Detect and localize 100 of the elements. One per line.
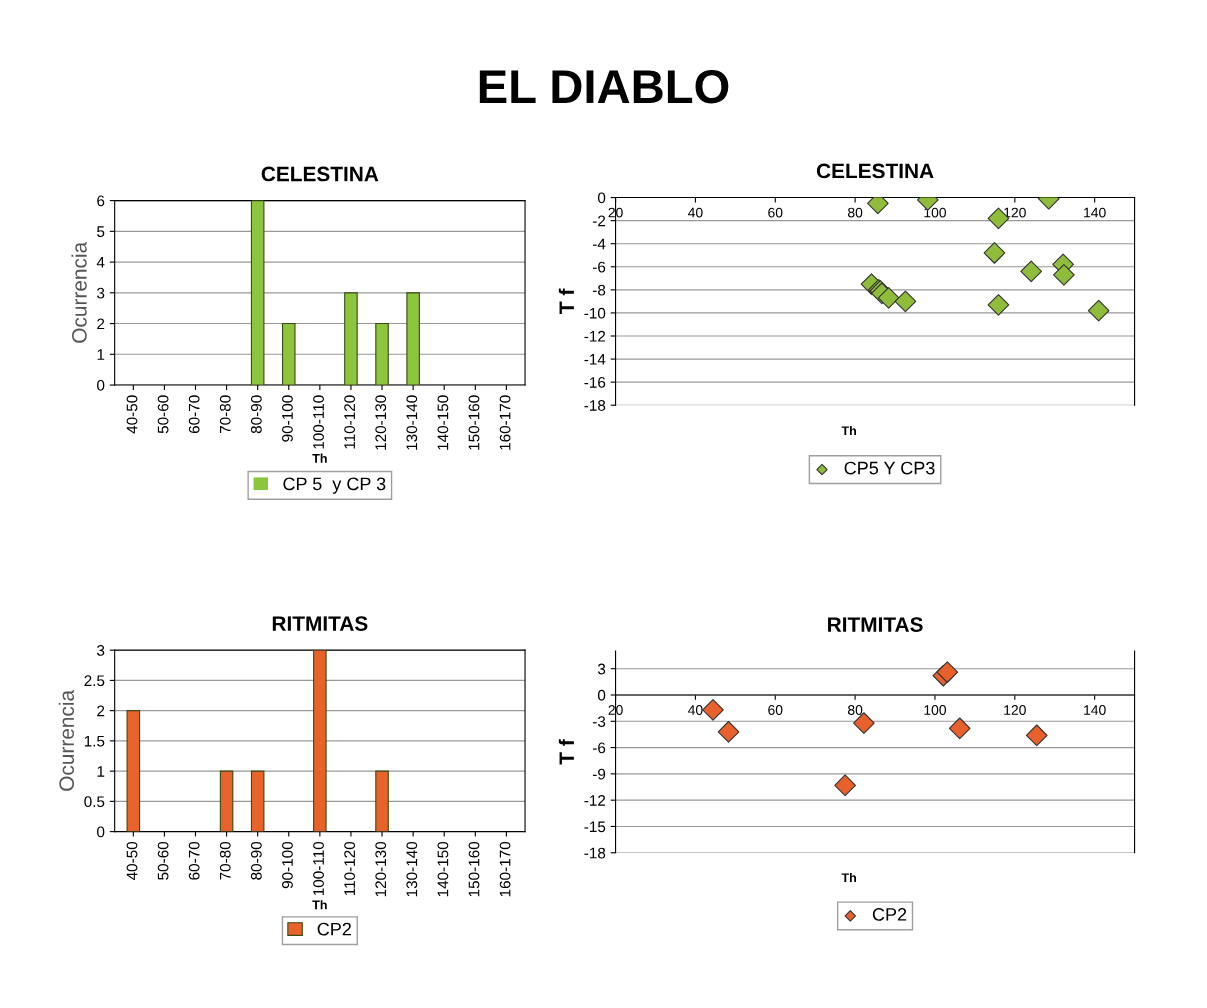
x-tick-label: 130-140 [406, 395, 418, 450]
x-tick-label: 90-100 [282, 395, 293, 442]
x-tick-label: 100 [924, 705, 947, 715]
y-tick-label: 0 [97, 826, 105, 838]
x-tick-label: 140 [1084, 207, 1106, 218]
y-tick-label: 1 [97, 766, 105, 777]
x-tick-label: 110-120 [344, 395, 356, 449]
y-axis-title: T f [558, 739, 574, 765]
y-tick-label: -9 [592, 768, 606, 780]
x-tick-label: 50-60 [157, 395, 169, 434]
x-tick-label: 40-50 [126, 841, 138, 881]
chart-title: RITMITAS [828, 617, 923, 632]
y-tick-label: -6 [592, 261, 606, 273]
bar [281, 323, 296, 386]
y-tick-label: -6 [592, 742, 606, 754]
x-tick-label: 120 [1004, 705, 1026, 715]
bar [375, 770, 389, 832]
legend-label: CP2 [317, 922, 351, 936]
y-tick-label: 2.5 [84, 675, 105, 687]
bar [406, 292, 420, 386]
point [983, 242, 1006, 264]
x-tick-label: 40 [688, 207, 703, 218]
y-tick-label: 0 [597, 192, 606, 204]
x-tick-label: 100 [924, 207, 947, 218]
point [1053, 264, 1075, 286]
y-tick-label: -12 [584, 330, 606, 342]
y-axis-title: Ocurrencia [58, 689, 75, 791]
legend-label: CP 5 y CP 3 [283, 477, 386, 494]
x-tick-label: 130-140 [406, 841, 418, 897]
point [1087, 299, 1110, 322]
x-axis-title: Th [312, 453, 327, 463]
x-tick-label: 150-160 [468, 395, 480, 450]
x-tick-label: 60 [768, 207, 783, 218]
point [702, 699, 724, 721]
bar [250, 200, 265, 386]
point [717, 720, 740, 743]
y-axis-title: Ocurrencia [71, 241, 87, 343]
x-tick-label: 80-90 [250, 395, 262, 434]
x-tick-label: 60 [768, 705, 783, 715]
x-tick-label: 100-110 [313, 395, 324, 449]
x-tick-label: 80 [847, 207, 863, 218]
x-axis-title: Th [841, 872, 856, 882]
y-tick-label: 1 [97, 349, 105, 360]
legend-label: CP5 Y CP3 [844, 461, 935, 475]
y-tick-label: -16 [584, 377, 606, 388]
y-tick-label: -14 [584, 354, 606, 365]
y-tick-label: -3 [592, 716, 606, 727]
x-tick-label: 60-70 [188, 841, 200, 880]
x-tick-label: 160-170 [499, 841, 511, 897]
x-axis-title: Th [312, 900, 327, 910]
bar [219, 770, 234, 832]
bar [250, 770, 265, 832]
bar [375, 323, 389, 386]
y-tick-label: 0 [597, 689, 606, 701]
x-tick-label: 150-160 [468, 841, 480, 897]
x-tick-label: 100-110 [313, 841, 324, 896]
y-tick-label: -10 [584, 307, 606, 319]
x-tick-label: 70-80 [219, 395, 231, 434]
y-tick-label: -18 [584, 847, 606, 859]
y-tick-label: -18 [584, 400, 606, 411]
y-tick-label: -4 [592, 238, 606, 250]
point [1020, 260, 1043, 283]
y-tick-label: 0.5 [84, 796, 105, 808]
point [834, 774, 856, 797]
x-tick-label: 160-170 [499, 395, 511, 450]
x-tick-label: 80-90 [250, 841, 262, 880]
y-tick-label: 3 [97, 287, 105, 299]
bar [313, 650, 327, 832]
legend-label: CP2 [872, 908, 907, 921]
x-tick-label: 110-120 [344, 841, 356, 896]
x-tick-label: 140-150 [437, 841, 449, 897]
chart-title: CELESTINA [261, 166, 379, 182]
y-tick-label: 0 [97, 379, 105, 391]
x-tick-label: 140 [1084, 705, 1106, 715]
y-tick-label: -2 [592, 215, 606, 227]
y-tick-label: 3 [97, 645, 105, 656]
y-tick-label: 4 [96, 257, 105, 268]
y-tick-label: 1.5 [84, 735, 105, 747]
y-tick-label: 2 [97, 318, 105, 330]
y-tick-label: 5 [97, 226, 105, 238]
chart-title: RITMITAS [272, 616, 368, 631]
x-tick-label: 80 [847, 705, 863, 715]
point [894, 290, 917, 313]
x-tick-label: 40-50 [126, 395, 138, 434]
y-tick-label: -15 [584, 821, 606, 833]
y-tick-label: -12 [584, 795, 606, 806]
point [987, 293, 1010, 316]
point [1025, 724, 1048, 747]
x-tick-label: 40 [688, 705, 703, 715]
x-tick-label: 140-150 [437, 395, 449, 450]
x-axis-title: Th [841, 425, 856, 436]
x-tick-label: 90-100 [282, 841, 293, 889]
y-tick-label: 2 [97, 705, 105, 717]
x-tick-label: 70-80 [219, 841, 231, 880]
x-tick-label: 60-70 [188, 395, 200, 434]
y-tick-label: -8 [592, 284, 606, 296]
y-axis-title: T f [558, 288, 574, 314]
chart-title: CELESTINA [816, 163, 934, 179]
y-tick-label: 6 [97, 195, 105, 207]
bar [126, 710, 141, 832]
